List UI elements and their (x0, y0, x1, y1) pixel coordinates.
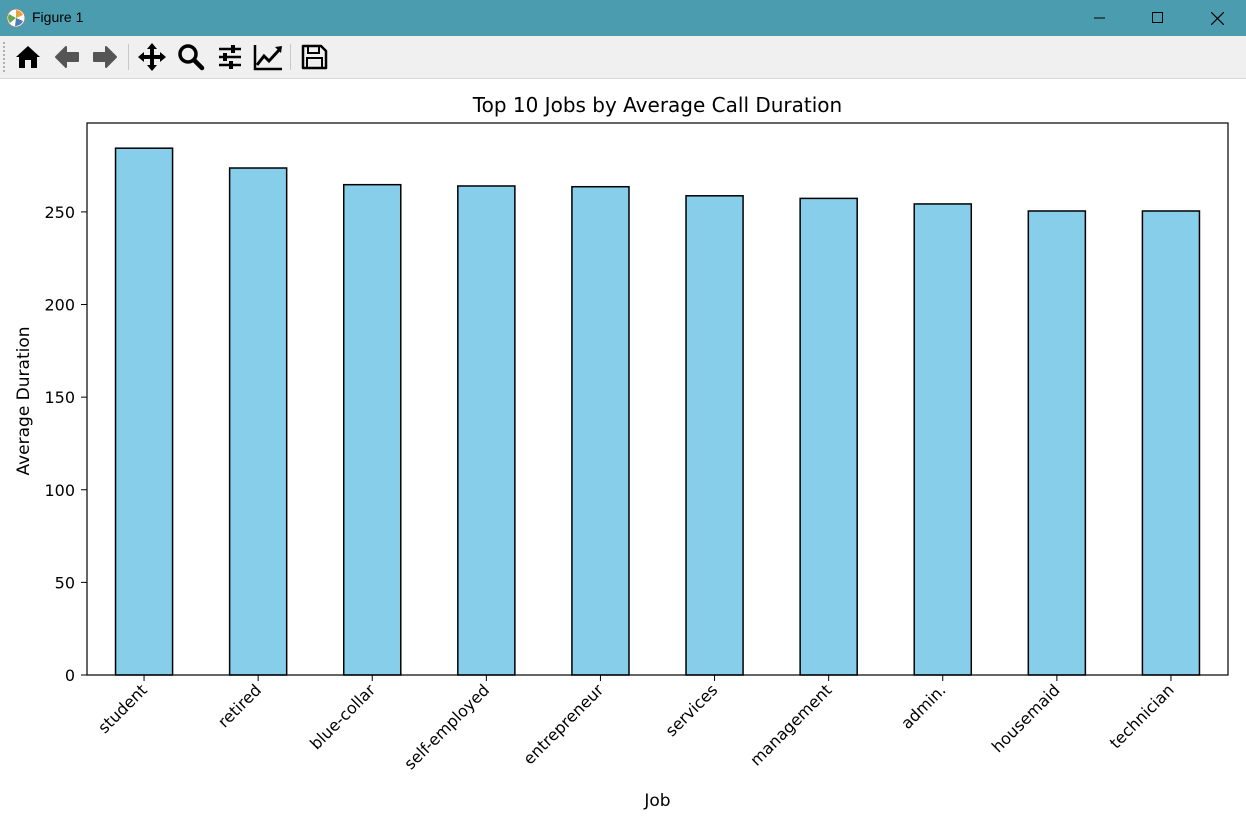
bar-self-employed (457, 185, 516, 676)
zoom-button[interactable] (174, 40, 208, 74)
save-button[interactable] (297, 40, 331, 74)
minimize-button[interactable] (1071, 0, 1129, 36)
bar-housemaid (1027, 210, 1087, 676)
configure-subplots-button[interactable] (213, 40, 247, 74)
bar-admin. (913, 203, 973, 676)
minimize-icon (1094, 17, 1105, 19)
home-icon (16, 46, 40, 68)
x-tick-label-management: management (746, 680, 835, 769)
bar-services (685, 195, 744, 676)
y-tick-label: 100 (44, 481, 75, 500)
figure-canvas[interactable]: Top 10 Jobs by Average Call Duration 0 50… (0, 79, 1246, 825)
x-tick-label-retired: retired (214, 680, 265, 731)
x-tick-label-admin.: admin. (897, 680, 949, 732)
title-bar: Figure 1 (0, 0, 1246, 36)
toolbar-separator (290, 44, 291, 70)
configure-subplots-icon (219, 45, 241, 69)
edit-axis-button[interactable] (251, 40, 285, 74)
close-icon (1210, 11, 1224, 25)
toolbar-separator (128, 44, 129, 70)
forward-button[interactable] (88, 40, 122, 74)
axes-frame (86, 122, 1229, 676)
back-button[interactable] (50, 40, 84, 74)
window-title: Figure 1 (32, 9, 84, 25)
maximize-button[interactable] (1129, 0, 1187, 36)
x-tick-label-student: student (94, 680, 151, 737)
y-axis-label: Average Duration (14, 326, 34, 476)
bar-entrepreneur (571, 185, 630, 676)
edit-axis-icon (253, 45, 282, 71)
x-tick-label-self-employed: self-employed (400, 680, 493, 773)
bar-student (114, 147, 174, 676)
bar-technician (1141, 210, 1201, 676)
x-tick-label-blue-collar: blue-collar (306, 680, 379, 753)
back-arrow-icon (55, 46, 79, 68)
maximize-icon (1152, 12, 1163, 23)
pan-icon (138, 43, 166, 71)
x-axis-label: Job (644, 791, 671, 811)
save-icon (301, 44, 328, 70)
zoom-icon (178, 44, 205, 71)
home-button[interactable] (11, 40, 45, 74)
bar-chart: 0 50 100 150 200 250 student retired blue-collar… (44, 122, 1229, 773)
pan-button[interactable] (135, 40, 169, 74)
matplotlib-app-icon (6, 8, 26, 28)
x-tick-label-entrepreneur: entrepreneur (519, 680, 607, 768)
bar-retired (228, 167, 288, 676)
toolbar-grip (3, 42, 5, 72)
y-tick-label: 150 (44, 388, 75, 407)
close-button[interactable] (1188, 0, 1246, 36)
forward-arrow-icon (93, 46, 117, 68)
y-tick-label: 250 (44, 203, 75, 222)
bar-blue-collar (342, 183, 402, 676)
bar-management (799, 197, 858, 676)
y-tick-label: 200 (44, 296, 75, 315)
chart-title: Top 10 Jobs by Average Call Duration (472, 93, 843, 117)
x-tick-label-housemaid: housemaid (988, 680, 1064, 756)
y-tick-label: 0 (65, 666, 75, 685)
navigation-toolbar (0, 36, 1246, 79)
x-tick-label-services: services (662, 680, 722, 740)
x-tick-label-technician: technician (1106, 680, 1178, 752)
y-tick-label: 50 (55, 573, 75, 592)
